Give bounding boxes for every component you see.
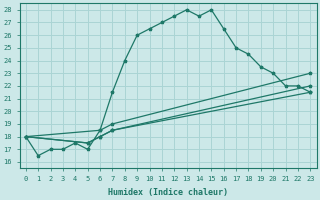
X-axis label: Humidex (Indice chaleur): Humidex (Indice chaleur) bbox=[108, 188, 228, 197]
